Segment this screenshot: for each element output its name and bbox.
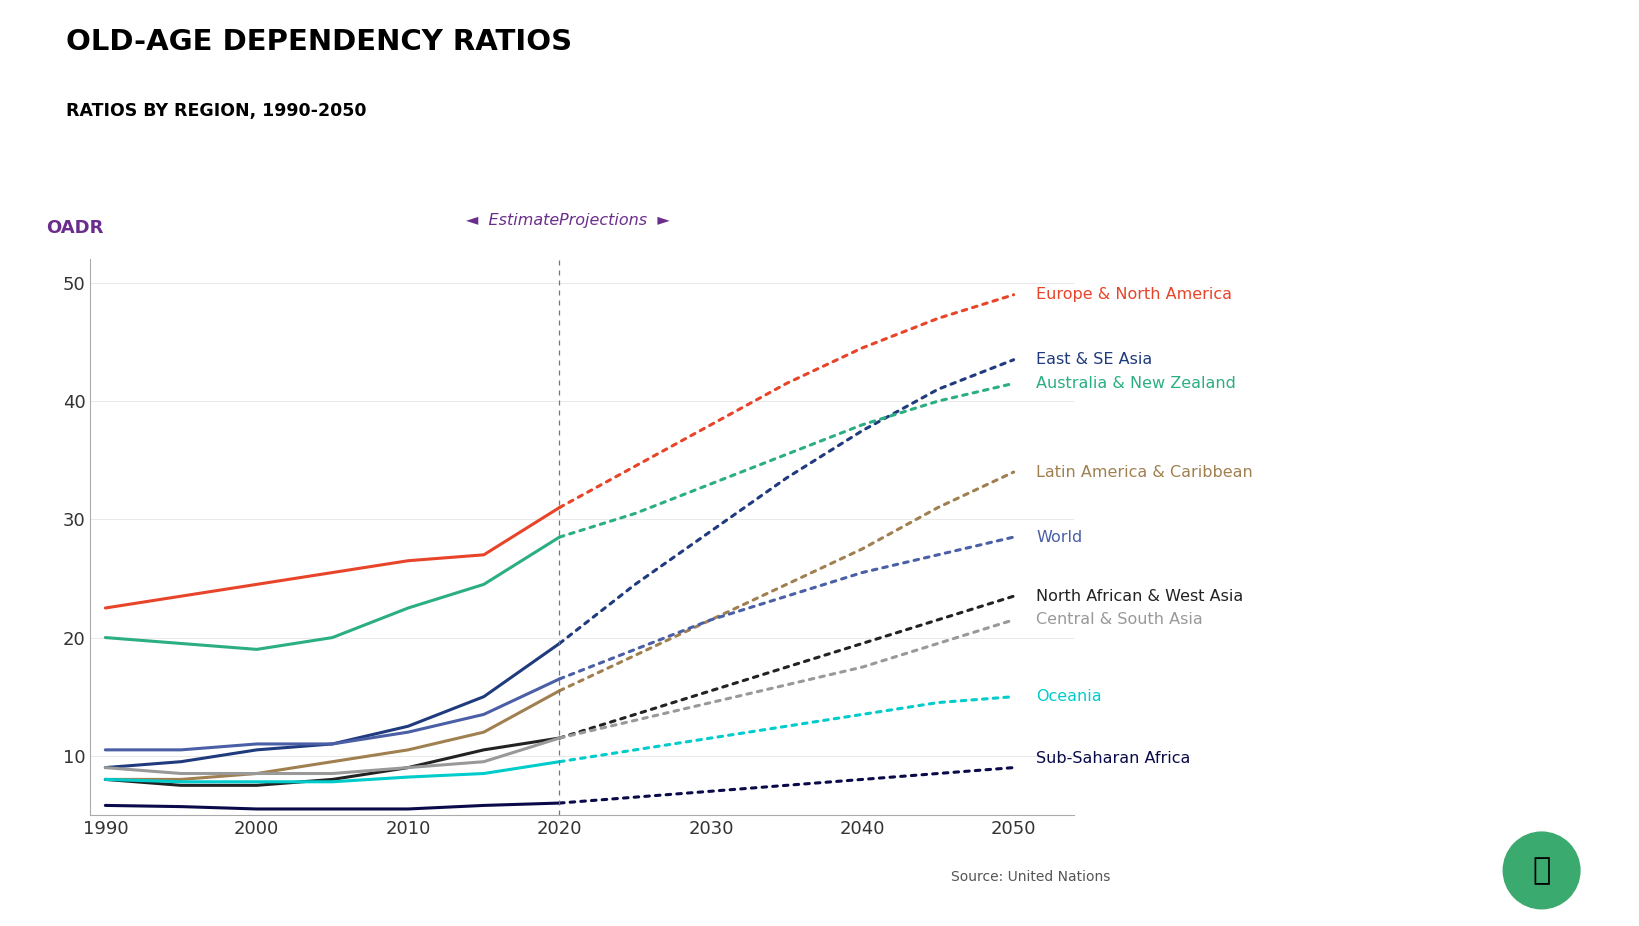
Text: Source: United Nations: Source: United Nations — [951, 870, 1110, 884]
Text: OADR: OADR — [46, 219, 103, 237]
Text: Latin America & Caribbean: Latin America & Caribbean — [1036, 465, 1252, 480]
Text: Australia & New Zealand: Australia & New Zealand — [1036, 376, 1236, 391]
Text: Projections  ►: Projections ► — [559, 213, 670, 228]
Text: 🐸: 🐸 — [1531, 856, 1550, 885]
Text: World: World — [1036, 530, 1082, 544]
Text: ◄  Estimate: ◄ Estimate — [465, 213, 559, 228]
Text: Oceania: Oceania — [1036, 689, 1101, 704]
Text: OLD-AGE DEPENDENCY RATIOS: OLD-AGE DEPENDENCY RATIOS — [66, 28, 572, 56]
Text: East & SE Asia: East & SE Asia — [1036, 352, 1152, 368]
Text: North African & West Asia: North African & West Asia — [1036, 589, 1242, 604]
Text: Europe & North America: Europe & North America — [1036, 287, 1231, 302]
Circle shape — [1503, 832, 1578, 908]
Text: RATIOS BY REGION, 1990-2050: RATIOS BY REGION, 1990-2050 — [66, 102, 365, 119]
Text: Sub-Saharan Africa: Sub-Saharan Africa — [1036, 751, 1190, 766]
Text: Central & South Asia: Central & South Asia — [1036, 612, 1203, 627]
